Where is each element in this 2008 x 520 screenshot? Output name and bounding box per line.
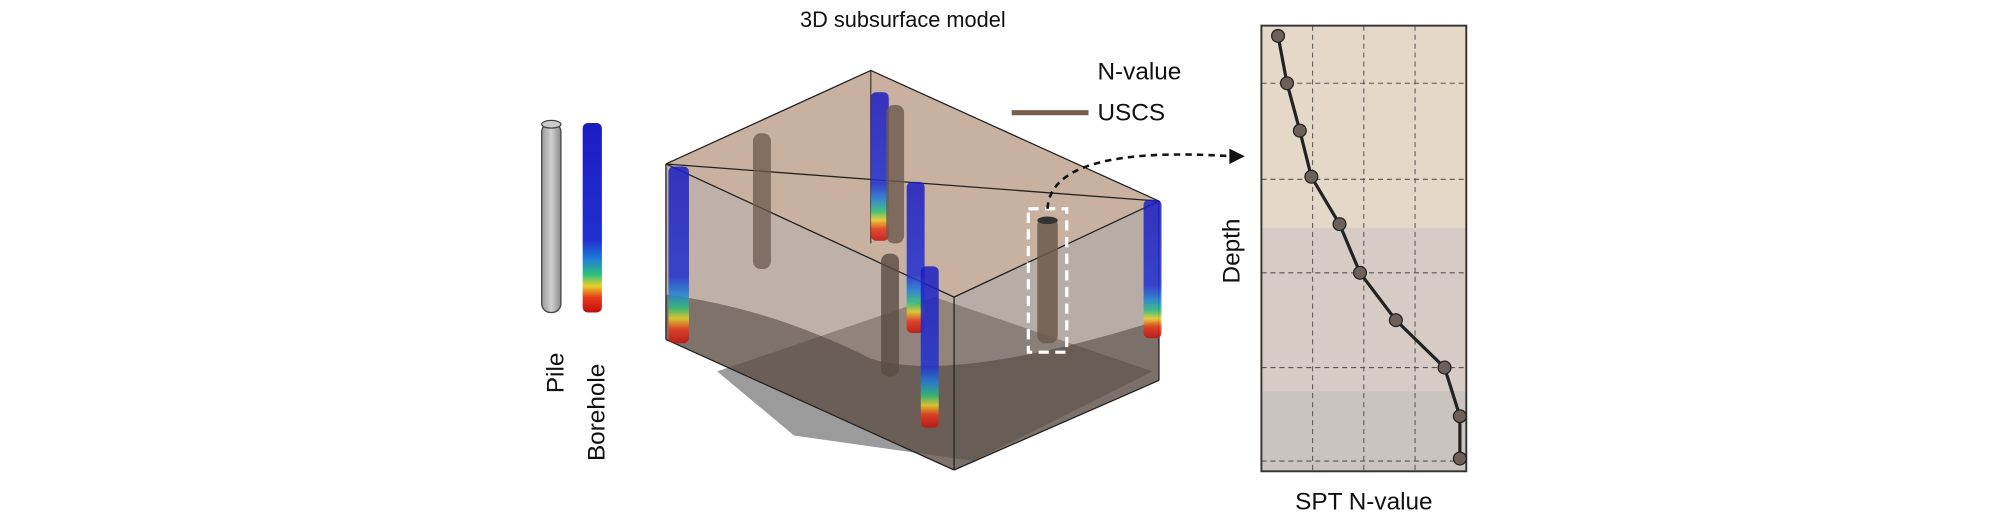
y-axis-label: Depth xyxy=(1219,219,1246,284)
sample-columns xyxy=(541,119,602,314)
legend-label: USCS xyxy=(1097,99,1165,126)
title: 3D subsurface model xyxy=(800,7,1006,32)
pile-label: Pile xyxy=(542,353,569,394)
x-axis-label: SPT N-value xyxy=(1295,489,1432,516)
spt-profile xyxy=(1260,24,1468,473)
legend-label: N-value xyxy=(1097,58,1181,85)
borehole-label: Borehole xyxy=(583,364,610,461)
subsurface-block xyxy=(665,69,1245,471)
